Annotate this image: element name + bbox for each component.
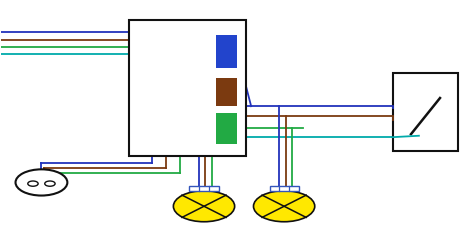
Bar xyxy=(216,113,237,144)
Bar xyxy=(128,20,246,156)
Bar xyxy=(270,186,299,191)
Circle shape xyxy=(45,181,55,186)
Circle shape xyxy=(173,191,235,222)
Bar xyxy=(216,78,237,106)
Bar xyxy=(190,186,219,191)
Circle shape xyxy=(254,191,315,222)
Bar xyxy=(216,35,237,68)
Bar xyxy=(392,73,458,152)
Circle shape xyxy=(16,169,67,195)
Circle shape xyxy=(28,181,38,186)
